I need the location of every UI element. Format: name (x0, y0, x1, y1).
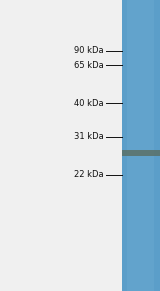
Text: 22 kDa: 22 kDa (74, 170, 104, 179)
Text: 31 kDa: 31 kDa (74, 132, 104, 141)
Text: 65 kDa: 65 kDa (74, 61, 104, 70)
Text: 40 kDa: 40 kDa (74, 99, 104, 108)
Bar (127, 0, 154, 291)
Bar (122, 0, 160, 291)
Text: 90 kDa: 90 kDa (74, 47, 104, 55)
Bar (122, 150, 160, 156)
